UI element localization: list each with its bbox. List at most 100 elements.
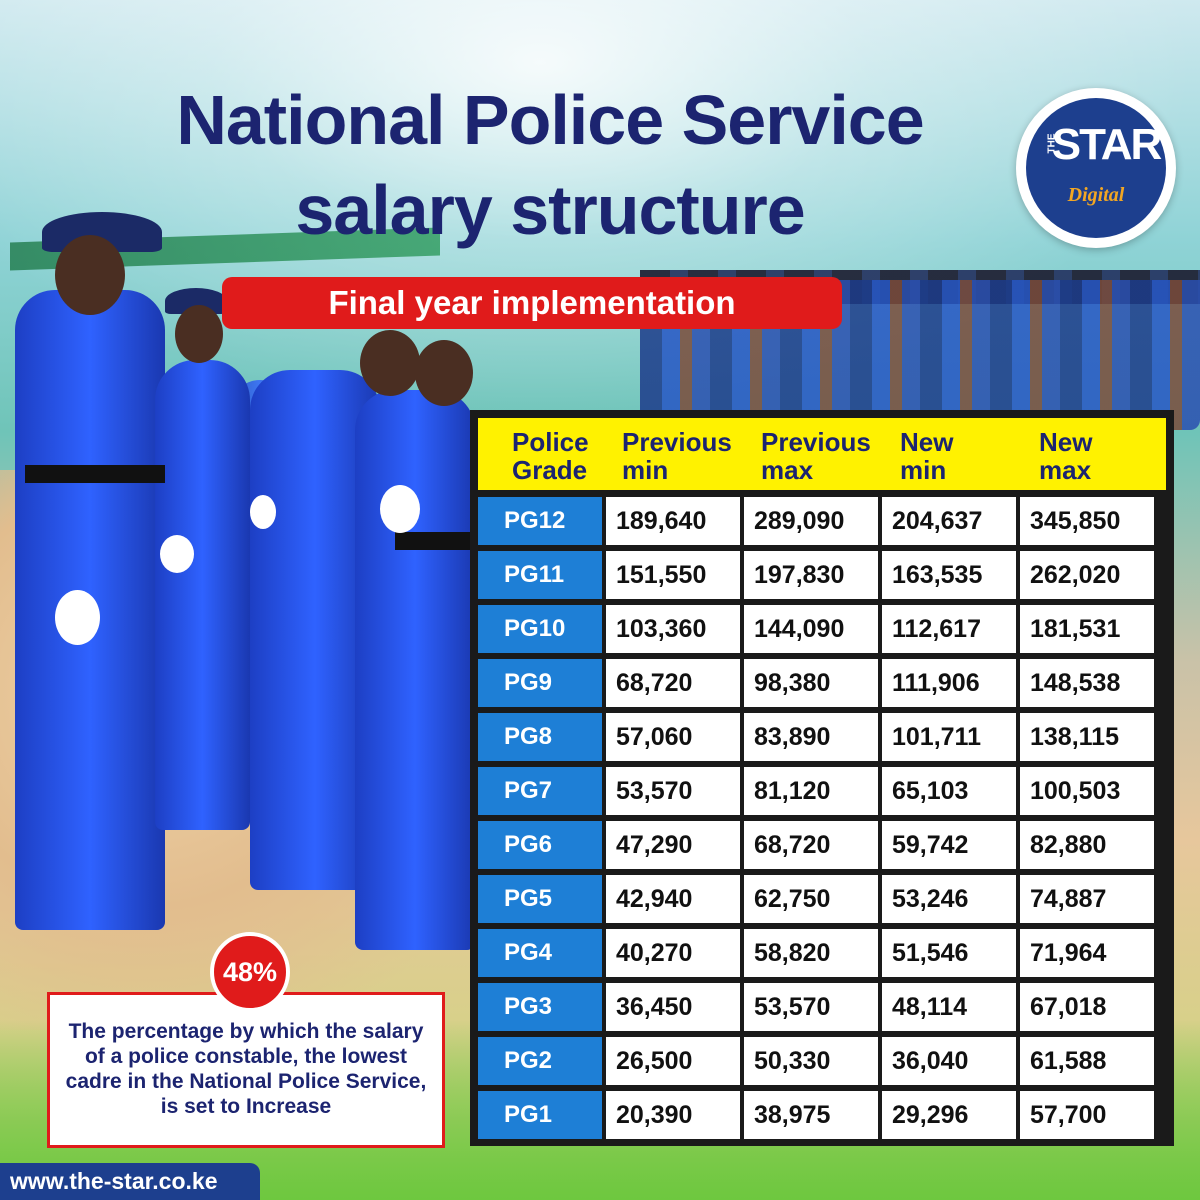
salary-cell: 151,550: [606, 551, 740, 599]
table-row: PG7 53,570 81,120 65,103 100,503: [478, 764, 1166, 818]
table-row: PG3 36,450 53,570 48,114 67,018: [478, 980, 1166, 1034]
table-row: PG10 103,360 144,090 112,617 181,531: [478, 602, 1166, 656]
grade-cell: PG8: [478, 713, 602, 761]
salary-cell: 262,020: [1020, 551, 1154, 599]
table-row: PG1 20,390 38,975 29,296 57,700: [478, 1088, 1166, 1142]
grade-cell: PG11: [478, 551, 602, 599]
salary-cell: 83,890: [744, 713, 878, 761]
salary-cell: 197,830: [744, 551, 878, 599]
page-title: National Police Service salary structure: [0, 75, 1100, 255]
grade-cell: PG9: [478, 659, 602, 707]
officer-figure: [355, 390, 475, 950]
logo-badge: THE STAR Digital: [1026, 98, 1166, 238]
logo-digital-text: Digital: [1067, 184, 1125, 206]
salary-cell: 36,040: [882, 1037, 1016, 1085]
table-header: Police Grade Previous min Previous max N…: [478, 418, 1166, 490]
salary-cell: 59,742: [882, 821, 1016, 869]
the-star-logo: THE STAR Digital: [1016, 88, 1176, 248]
header-police-grade: Police Grade: [512, 427, 589, 485]
grade-cell: PG2: [478, 1037, 602, 1085]
title-line-2: salary structure: [295, 171, 805, 249]
salary-cell: 53,246: [882, 875, 1016, 923]
salary-cell: 74,887: [1020, 875, 1154, 923]
officer-belt: [25, 465, 165, 483]
salary-cell: 138,115: [1020, 713, 1154, 761]
salary-cell: 29,296: [882, 1091, 1016, 1139]
salary-cell: 71,964: [1020, 929, 1154, 977]
salary-cell: 65,103: [882, 767, 1016, 815]
subtitle-banner: Final year implementation: [222, 277, 842, 329]
salary-cell: 67,018: [1020, 983, 1154, 1031]
salary-cell: 48,114: [882, 983, 1016, 1031]
salary-cell: 53,570: [744, 983, 878, 1031]
grade-cell: PG5: [478, 875, 602, 923]
officer-glove: [250, 495, 276, 529]
salary-cell: 189,640: [606, 497, 740, 545]
salary-cell: 103,360: [606, 605, 740, 653]
officer-glove: [55, 590, 100, 645]
salary-cell: 26,500: [606, 1037, 740, 1085]
salary-cell: 47,290: [606, 821, 740, 869]
officer-head: [360, 330, 420, 396]
website-url: www.the-star.co.ke: [0, 1163, 260, 1200]
officer-glove: [160, 535, 194, 573]
salary-cell: 58,820: [744, 929, 878, 977]
salary-cell: 53,570: [606, 767, 740, 815]
salary-cell: 82,880: [1020, 821, 1154, 869]
title-line-1: National Police Service: [176, 81, 924, 159]
grade-cell: PG1: [478, 1091, 602, 1139]
percentage-badge: 48%: [210, 932, 290, 1012]
table-body: PG12 189,640 289,090 204,637 345,850 PG11 151,…: [478, 494, 1166, 1142]
salary-cell: 345,850: [1020, 497, 1154, 545]
table-row: PG12 189,640 289,090 204,637 345,850: [478, 494, 1166, 548]
officer-figure: [155, 360, 250, 830]
salary-cell: 61,588: [1020, 1037, 1154, 1085]
salary-cell: 40,270: [606, 929, 740, 977]
salary-cell: 81,120: [744, 767, 878, 815]
table-row: PG4 40,270 58,820 51,546 71,964: [478, 926, 1166, 980]
salary-cell: 148,538: [1020, 659, 1154, 707]
salary-cell: 163,535: [882, 551, 1016, 599]
header-previous-min: Previous min: [622, 427, 732, 485]
salary-cell: 36,450: [606, 983, 740, 1031]
salary-cell: 100,503: [1020, 767, 1154, 815]
officer-head: [175, 305, 223, 363]
table-row: PG5 42,940 62,750 53,246 74,887: [478, 872, 1166, 926]
logo-star-text: STAR: [1051, 120, 1163, 169]
salary-cell: 38,975: [744, 1091, 878, 1139]
header-previous-max: Previous max: [761, 427, 871, 485]
grade-cell: PG3: [478, 983, 602, 1031]
officer-head: [415, 340, 473, 406]
table-row: PG8 57,060 83,890 101,711 138,115: [478, 710, 1166, 764]
salary-cell: 20,390: [606, 1091, 740, 1139]
grade-cell: PG6: [478, 821, 602, 869]
salary-cell: 68,720: [744, 821, 878, 869]
salary-cell: 62,750: [744, 875, 878, 923]
grade-cell: PG7: [478, 767, 602, 815]
salary-cell: 57,060: [606, 713, 740, 761]
callout-box: The percentage by which the salary of a …: [47, 992, 445, 1148]
table-row: PG2 26,500 50,330 36,040 61,588: [478, 1034, 1166, 1088]
salary-cell: 289,090: [744, 497, 878, 545]
table-row: PG6 47,290 68,720 59,742 82,880: [478, 818, 1166, 872]
salary-cell: 144,090: [744, 605, 878, 653]
salary-cell: 57,700: [1020, 1091, 1154, 1139]
table-row: PG9 68,720 98,380 111,906 148,538: [478, 656, 1166, 710]
header-new-max: New max: [1039, 427, 1093, 485]
salary-table: Police Grade Previous min Previous max N…: [470, 410, 1174, 1146]
officer-belt: [395, 532, 470, 550]
grade-cell: PG4: [478, 929, 602, 977]
salary-cell: 98,380: [744, 659, 878, 707]
grade-cell: PG10: [478, 605, 602, 653]
table-row: PG11 151,550 197,830 163,535 262,020: [478, 548, 1166, 602]
header-new-min: New min: [900, 427, 954, 485]
salary-cell: 112,617: [882, 605, 1016, 653]
salary-cell: 101,711: [882, 713, 1016, 761]
officer-head: [55, 235, 125, 315]
salary-cell: 68,720: [606, 659, 740, 707]
salary-cell: 50,330: [744, 1037, 878, 1085]
salary-cell: 111,906: [882, 659, 1016, 707]
salary-cell: 51,546: [882, 929, 1016, 977]
officer-glove: [380, 485, 420, 533]
salary-cell: 42,940: [606, 875, 740, 923]
